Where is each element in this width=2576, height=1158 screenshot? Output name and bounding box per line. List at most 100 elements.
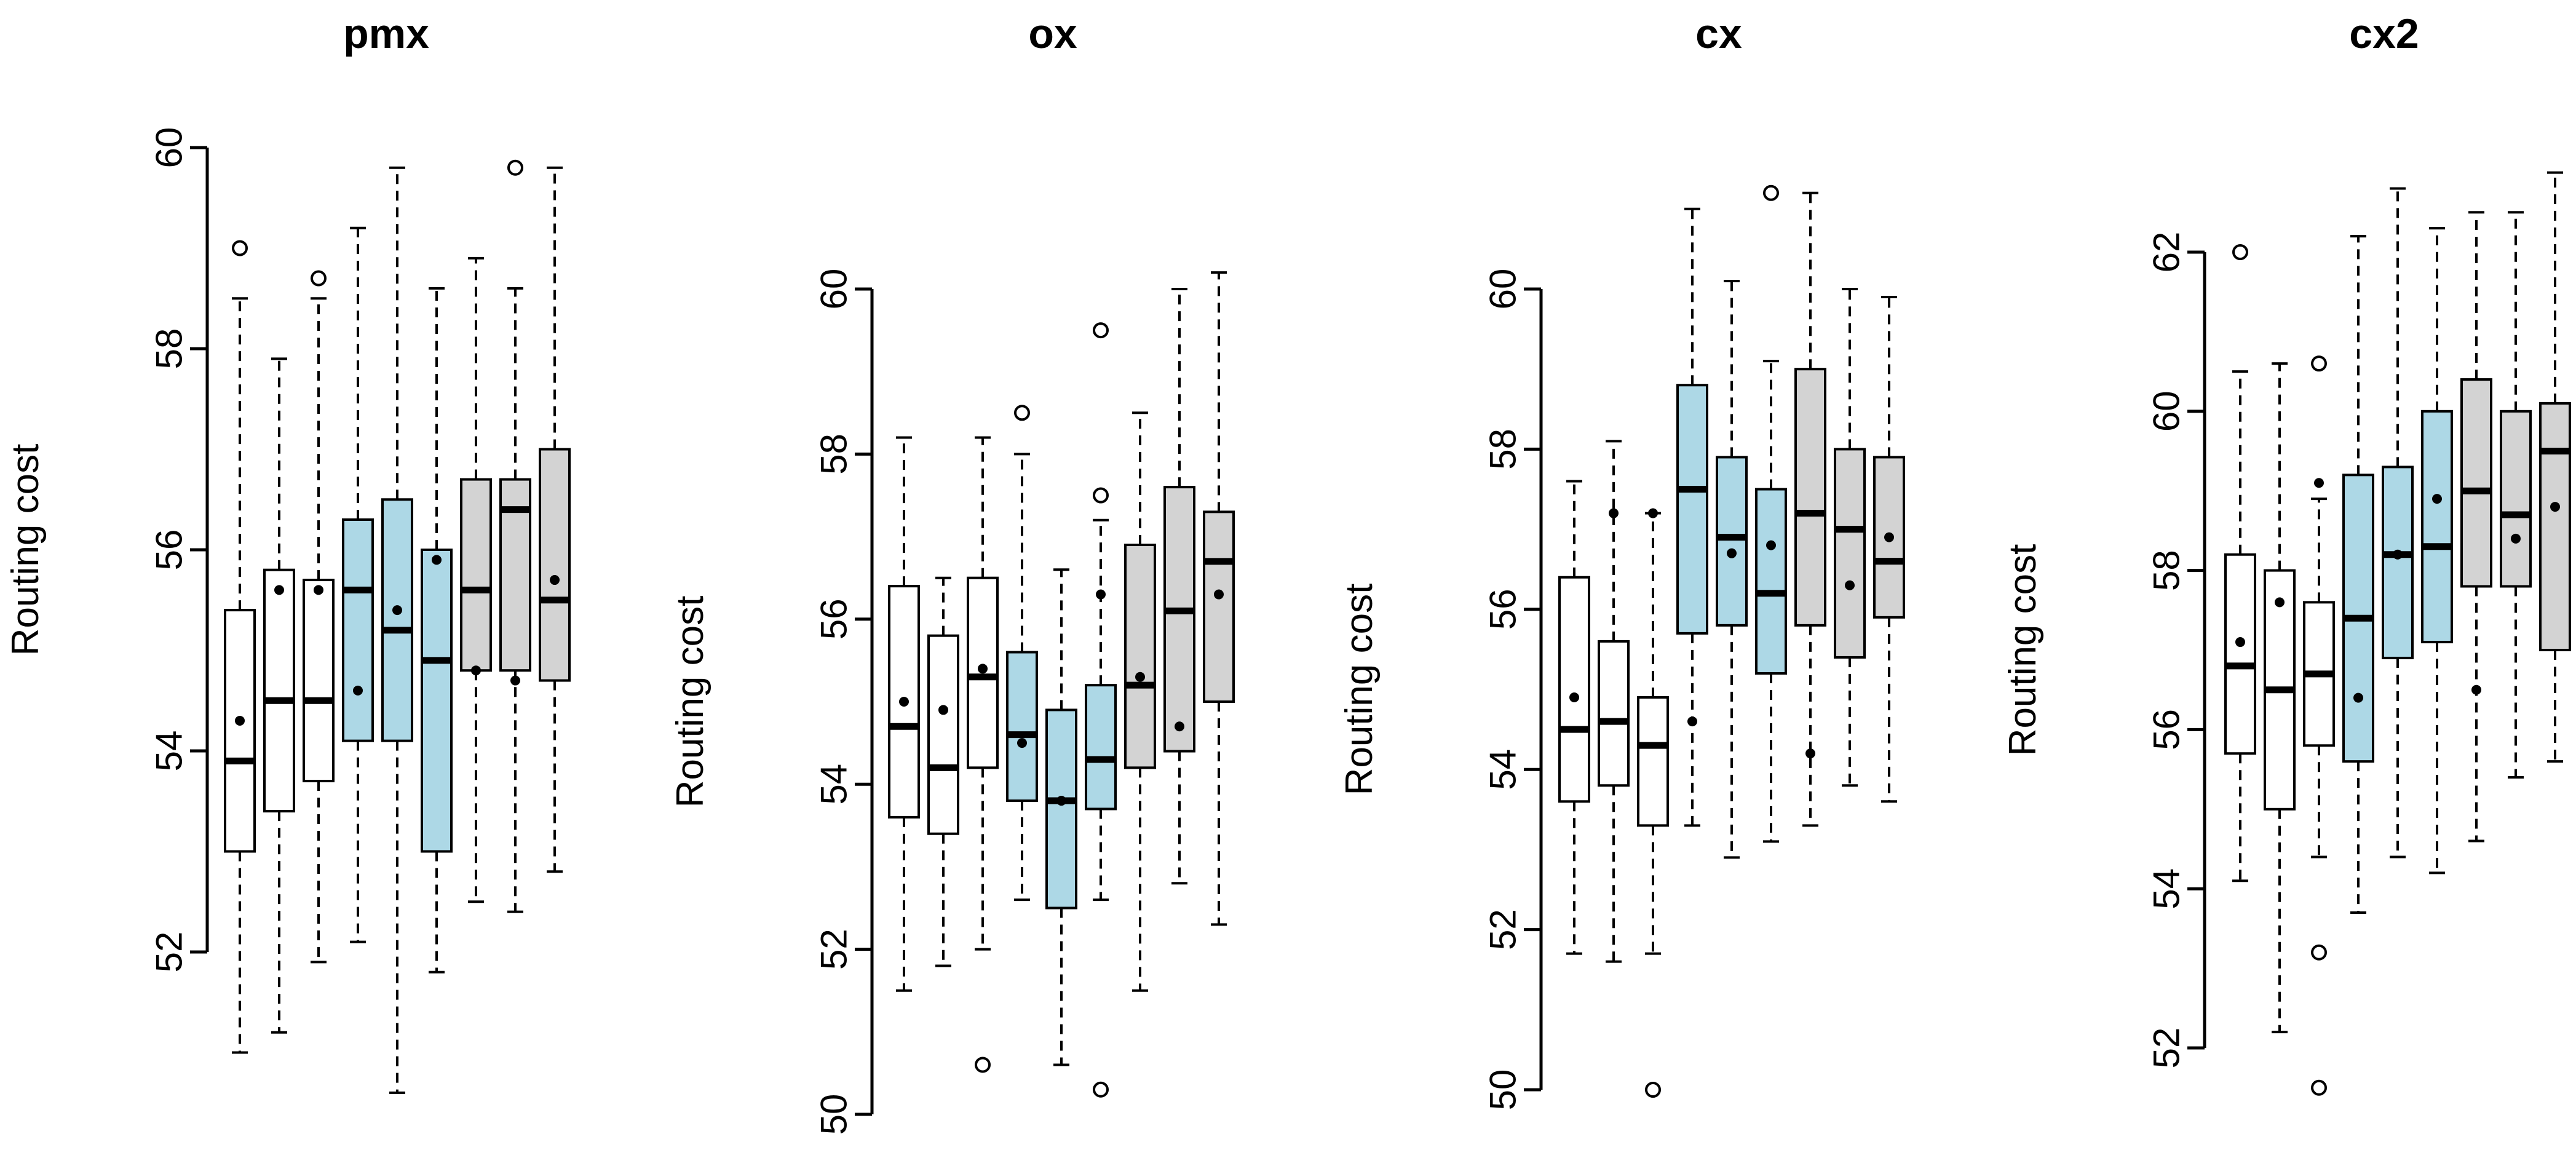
outlier-point (2311, 355, 2327, 372)
mean-point (235, 715, 245, 726)
mean-point (432, 555, 442, 565)
panel-cx2: cx2 Routing cost 52 54 56 58 60 62 (2002, 10, 2571, 1096)
y-tick-label: 56 (149, 529, 190, 571)
iqr-box (1716, 456, 1748, 627)
iqr-box (927, 634, 959, 835)
box-6 (2421, 227, 2453, 874)
box-4 (1676, 207, 1708, 827)
y-axis-label: Routing cost (669, 596, 711, 808)
panel-ox: ox Routing cost 50 52 54 56 58 60 (669, 10, 1235, 1135)
mean-point (938, 705, 948, 715)
box-9 (1203, 271, 1235, 926)
outlier-point (1093, 487, 1109, 504)
iqr-box (2224, 553, 2256, 755)
box-2 (927, 576, 959, 967)
mean-point (2471, 684, 2481, 695)
y-tick-label: 52 (149, 932, 190, 973)
iqr-box (2500, 410, 2532, 588)
mean-point (1175, 721, 1184, 732)
iqr-box (2460, 378, 2492, 588)
iqr-box (460, 478, 492, 672)
panel-pmx: pmx Routing cost 52 54 56 58 60 (4, 10, 571, 1094)
y-tick-label: 58 (149, 328, 190, 370)
mean-point (1648, 508, 1658, 518)
y-axis-label: Routing cost (2002, 544, 2044, 756)
mean-point (2235, 637, 2245, 648)
iqr-box (381, 498, 413, 742)
mean-point (1727, 548, 1737, 558)
iqr-box (539, 448, 571, 682)
y-tick-label: 54 (2146, 868, 2187, 910)
y-tick-label: 50 (1483, 1069, 1524, 1111)
box-2 (1598, 440, 1630, 963)
box-9 (2539, 171, 2571, 763)
box-1 (2224, 244, 2256, 882)
y-tick-label: 52 (2146, 1028, 2187, 1069)
box-8 (2500, 211, 2532, 779)
chart-title: cx2 (2349, 10, 2419, 57)
iqr-box (303, 579, 335, 783)
y-tick-label: 56 (1483, 589, 1524, 630)
mean-point (392, 605, 402, 616)
mean-point (2432, 494, 2442, 504)
iqr-box (1637, 696, 1669, 827)
mean-point (1056, 796, 1066, 806)
chart-title: pmx (343, 10, 429, 57)
outlier-point (507, 159, 523, 176)
y-tick-label: 60 (2146, 391, 2187, 432)
iqr-box (1085, 684, 1117, 811)
y-tick-label: 54 (1483, 749, 1524, 790)
mean-point (2353, 692, 2363, 703)
y-tick-label: 58 (1483, 429, 1524, 470)
mean-point (471, 665, 481, 676)
outlier-point (311, 270, 327, 287)
mean-point (1135, 672, 1145, 682)
outlier-point (2232, 244, 2248, 260)
box-1 (224, 240, 256, 1054)
y-tick-label: 60 (1483, 269, 1524, 310)
mean-point (899, 697, 909, 707)
box-6 (421, 287, 453, 974)
box-3 (1637, 508, 1669, 1098)
y-tick-label: 52 (814, 929, 855, 970)
box-5 (1045, 568, 1077, 1066)
outlier-point (2311, 1079, 2327, 1096)
box-9 (539, 166, 571, 873)
y-tick-label: 60 (814, 269, 855, 310)
mean-point (2393, 549, 2403, 560)
outlier-point (232, 240, 248, 256)
y-tick-label: 56 (2146, 709, 2187, 750)
box-6 (1755, 184, 1787, 843)
y-tick-label: 62 (2146, 232, 2187, 273)
mean-point (1687, 716, 1697, 727)
box-5 (2382, 187, 2414, 859)
chart-title: cx (1695, 10, 1742, 57)
iqr-box (1163, 486, 1195, 753)
mean-point (2511, 533, 2521, 544)
iqr-box (2421, 410, 2453, 644)
iqr-box (1124, 544, 1156, 769)
box-1 (888, 436, 920, 992)
box-5 (1716, 279, 1748, 859)
outlier-point (975, 1057, 991, 1073)
iqr-box (1045, 708, 1077, 910)
box-2 (2264, 362, 2296, 1034)
iqr-box (1676, 384, 1708, 635)
iqr-box (1598, 640, 1630, 787)
box-3 (303, 270, 335, 964)
y-tick-label: 54 (814, 764, 855, 805)
box-4 (2342, 235, 2374, 914)
y-tick-label: 52 (1483, 909, 1524, 950)
iqr-box (224, 609, 256, 853)
mean-point (1845, 580, 1855, 590)
y-axis-label: Routing cost (1338, 584, 1381, 796)
box-5 (381, 166, 413, 1094)
iqr-box (1794, 368, 1826, 627)
iqr-box (2382, 466, 2414, 659)
iqr-box (2539, 402, 2571, 651)
outlier-point (1014, 405, 1030, 421)
box-3 (2303, 355, 2335, 1096)
iqr-box (1203, 510, 1235, 704)
panel-cx: cx Routing cost 50 52 54 56 58 60 (1338, 10, 1905, 1111)
y-axis-label: Routing cost (4, 444, 47, 656)
